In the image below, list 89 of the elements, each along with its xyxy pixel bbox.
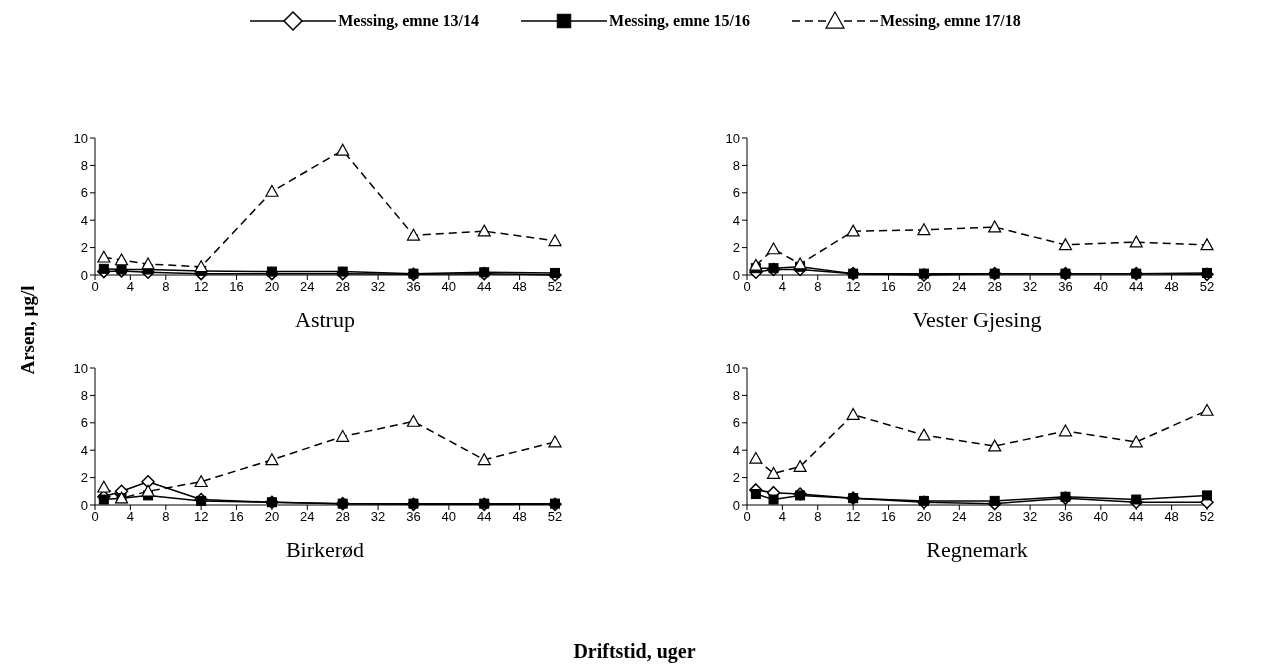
y-tick-label: 10	[73, 130, 88, 146]
x-tick-label: 8	[814, 279, 822, 295]
y-tick-label: 2	[732, 240, 740, 256]
x-tick-label: 32	[1022, 279, 1038, 295]
x-tick-label: 8	[814, 509, 822, 525]
y-tick-label: 0	[80, 497, 88, 513]
x-tick-label: 24	[300, 509, 315, 525]
text: Astrup	[294, 307, 356, 333]
x-tick-label: 48	[512, 509, 527, 525]
x-tick-label: 0	[91, 279, 99, 295]
x-tick-label: 48	[512, 279, 527, 295]
x-tick-label: 40	[441, 509, 457, 525]
x-tick-label: 28	[987, 279, 1002, 295]
x-tick-label: 24	[952, 509, 967, 525]
x-tick-label: 36	[1058, 509, 1073, 525]
y-tick-label: 4	[80, 442, 88, 458]
x-tick-label: 40	[1093, 509, 1109, 525]
x-tick-label: 52	[1199, 509, 1215, 525]
y-tick-label: 6	[732, 415, 740, 431]
y-tick-label: 0	[732, 497, 740, 513]
x-tick-label: 36	[406, 279, 421, 295]
y-tick-label: 6	[80, 185, 88, 201]
x-tick-label: 52	[547, 509, 563, 525]
x-tick-label: 20	[916, 509, 932, 525]
y-tick-label: 2	[732, 470, 740, 486]
x-tick-label: 0	[743, 279, 751, 295]
x-tick-label: 20	[264, 279, 280, 295]
y-tick-label: 4	[732, 212, 740, 228]
x-tick-label: 28	[335, 279, 350, 295]
x-tick-label: 52	[547, 279, 563, 295]
x-tick-label: 44	[477, 509, 492, 525]
x-tick-label: 32	[370, 279, 386, 295]
x-tick-label: 8	[162, 509, 170, 525]
y-tick-label: 10	[73, 360, 88, 376]
x-tick-label: 48	[1164, 509, 1179, 525]
text: Regnemark	[925, 537, 1029, 563]
x-tick-label: 0	[743, 509, 751, 525]
x-tick-label: 28	[335, 509, 350, 525]
text: Birkerød	[284, 537, 366, 563]
x-tick-label: 0	[91, 509, 99, 525]
y-tick-label: 6	[732, 185, 740, 201]
legend-label: Messing, emne 13/14	[338, 12, 480, 30]
y-tick-label: 10	[725, 360, 740, 376]
x-tick-label: 36	[406, 509, 421, 525]
x-tick-label: 4	[126, 509, 134, 525]
x-tick-label: 4	[126, 279, 134, 295]
x-tick-label: 16	[229, 509, 244, 525]
y-tick-label: 2	[80, 240, 88, 256]
y-tick-label: 8	[80, 158, 88, 174]
y-tick-label: 6	[80, 415, 88, 431]
x-axis-title: Driftstid, uger	[572, 640, 697, 663]
x-tick-label: 16	[881, 279, 896, 295]
y-tick-label: 4	[80, 212, 88, 228]
x-tick-label: 8	[162, 279, 170, 295]
y-tick-label: 8	[80, 388, 88, 404]
x-tick-label: 52	[1199, 279, 1215, 295]
y-tick-label: 10	[725, 130, 740, 146]
text: Vester Gjesing	[911, 307, 1043, 333]
x-tick-label: 40	[1093, 279, 1109, 295]
legend-label: Messing, emne 15/16	[609, 12, 750, 30]
y-tick-label: 4	[732, 442, 740, 458]
x-tick-label: 40	[441, 279, 457, 295]
x-tick-label: 44	[477, 279, 492, 295]
x-tick-label: 48	[1164, 279, 1179, 295]
x-tick-label: 44	[1129, 509, 1144, 525]
x-tick-label: 16	[881, 509, 896, 525]
x-tick-label: 12	[193, 509, 209, 525]
y-tick-label: 2	[80, 470, 88, 486]
x-tick-label: 12	[845, 509, 861, 525]
x-tick-label: 24	[300, 279, 315, 295]
x-tick-label: 44	[1129, 279, 1144, 295]
legend-label: Messing, emne 17/18	[879, 12, 1021, 30]
x-tick-label: 20	[264, 509, 280, 525]
x-tick-label: 32	[1022, 509, 1038, 525]
x-tick-label: 16	[229, 279, 244, 295]
x-tick-label: 12	[193, 279, 209, 295]
y-tick-label: 0	[80, 267, 88, 283]
x-tick-label: 24	[952, 279, 967, 295]
x-tick-label: 4	[778, 509, 786, 525]
y-tick-label: 0	[732, 267, 740, 283]
y-tick-label: 8	[732, 388, 740, 404]
x-tick-label: 32	[370, 509, 386, 525]
x-tick-label: 28	[987, 509, 1002, 525]
x-tick-label: 20	[916, 279, 932, 295]
x-tick-label: 4	[778, 279, 786, 295]
x-tick-label: 36	[1058, 279, 1073, 295]
x-tick-label: 12	[845, 279, 861, 295]
y-axis-title: Arsen, µg/l	[17, 285, 39, 375]
y-tick-label: 8	[732, 158, 740, 174]
